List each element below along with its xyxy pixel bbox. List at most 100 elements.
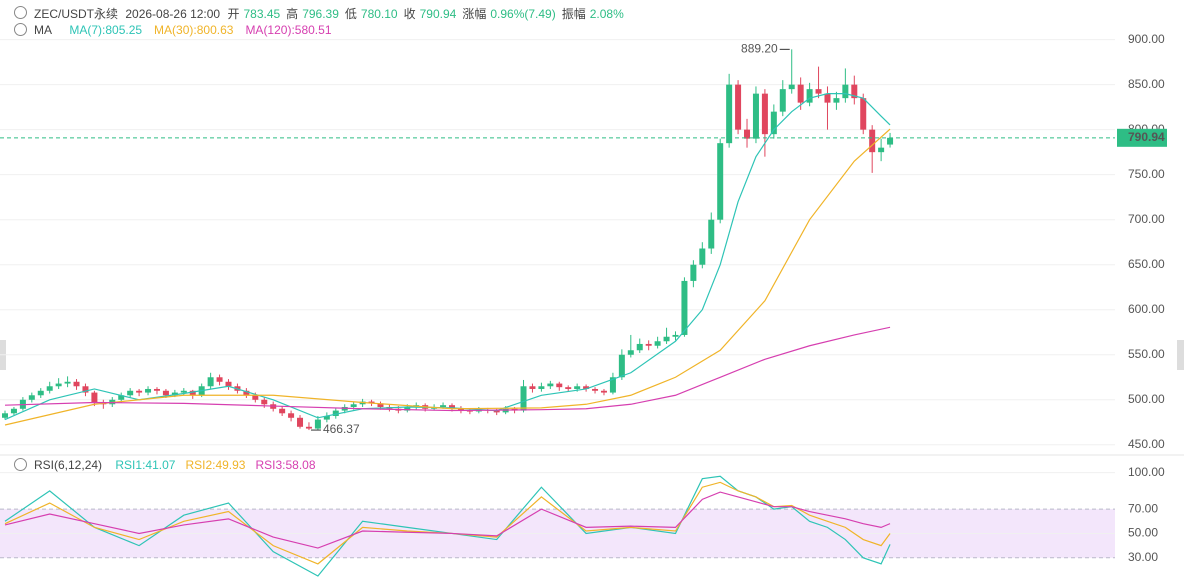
legend-entry: MA(7):805.25 [69,23,143,37]
y-tick-label: 70.00 [1128,501,1158,515]
candle-body [404,406,411,411]
candle-body [797,84,804,103]
extreme-label: 466.37 [323,422,360,436]
quote-value: 796.39 [302,7,339,21]
collapse-icon[interactable] [14,458,27,471]
quote-value: 783.45 [243,7,281,21]
candle-body [314,419,321,429]
quote-value: 0.96%(7.49) [490,7,556,21]
candle-body [735,84,742,130]
candle-body [618,354,625,378]
candle-body [744,129,751,139]
candle-body [538,386,545,389]
candle-body [878,147,885,153]
legend-entry: RSI1:41.07 [115,458,176,472]
quote-value: 790.94 [419,7,457,21]
quote-label: 振幅 [561,7,586,21]
ma-line [4,128,891,426]
y-tick-label: 100.00 [1128,465,1165,479]
candle-body [377,403,384,407]
candle-body [153,388,160,391]
candle-body [288,413,295,418]
candle-body [368,401,375,404]
candle-body [681,280,688,335]
candle-body [136,390,143,393]
symbol: ZEC/USDT永续 [34,7,119,21]
candle-body [457,408,464,411]
candle-body [225,381,232,387]
y-tick-label: 850.00 [1128,77,1165,91]
rsi-label: RSI(6,12,24) [34,458,103,472]
candle-body [699,248,706,265]
ma-legend: MA MA(7):805.25 MA(30):800.63 MA(120):580.… [34,23,344,37]
y-tick-label: 50.00 [1128,526,1158,540]
y-tick-label: 30.00 [1128,550,1158,564]
candle-body [574,386,581,389]
candle-body [851,84,858,99]
candle-body [752,93,759,139]
candle-body [842,84,849,99]
y-tick-label: 550.00 [1128,347,1165,361]
candle-body [127,390,134,396]
y-tick-label: 500.00 [1128,392,1165,406]
last-price-label: 790.94 [1128,130,1165,144]
candle-body [645,343,652,346]
candle-body [779,89,786,112]
candle-body [690,264,697,281]
candle-body [493,410,500,413]
y-tick-label: 650.00 [1128,257,1165,271]
time: 2026-08-26 12:00 [125,7,221,21]
candle-body [145,388,152,393]
rsi-line [4,481,891,565]
candle-body [770,111,777,135]
candle-body [2,413,8,418]
candle-body [636,343,643,351]
ma-line [4,326,891,412]
candle-body [663,336,670,342]
rsi-line [4,491,891,549]
candle-body [261,399,268,405]
candle-body [887,137,894,145]
candle-body [323,415,330,420]
candle-body [592,388,599,391]
candle-body [565,387,572,389]
candle-body [297,417,304,427]
candle-body [833,98,840,103]
y-tick-label: 700.00 [1128,212,1165,226]
candle-body [726,84,733,144]
candle-body [10,408,17,414]
candle-body [350,404,357,407]
legend-entry: RSI3:58.08 [255,458,316,472]
candle-body [529,386,536,389]
candle-body [73,381,80,387]
candle-body [162,390,169,396]
collapse-icon[interactable] [14,6,27,19]
candle-body [171,392,178,396]
candle-body [654,341,661,346]
candle-body [216,377,223,382]
legend-entry: MA(30):800.63 [154,23,234,37]
candle-body [761,93,768,135]
candle-body [600,390,607,393]
candle-body [627,350,634,355]
candle-body [37,390,44,396]
candle-body [180,390,187,393]
candle-body [860,98,867,130]
scroll-right[interactable] [1177,340,1184,370]
collapse-icon[interactable] [14,23,27,36]
candle-body [466,410,473,412]
candle-body [91,392,98,403]
rsi-line [4,475,891,577]
candle-body [189,390,196,396]
candle-body [305,426,312,429]
candle-body [252,395,259,400]
candle-body [118,395,125,400]
candle-body [55,383,62,387]
candle-body [788,84,795,90]
ma-line [4,93,891,421]
quote-value: 780.10 [360,7,398,21]
candle-body [449,405,455,409]
candle-body [28,395,35,400]
